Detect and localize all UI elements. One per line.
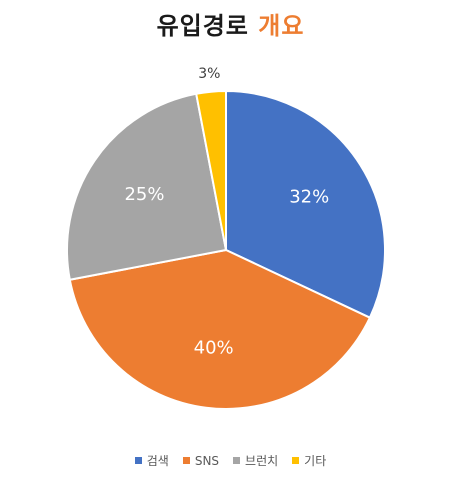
legend-swatch-1: [134, 457, 142, 464]
legend-swatch-4: [292, 457, 300, 464]
legend-swatch-2: [182, 457, 190, 464]
pie-slice-3: [66, 92, 227, 281]
legend-swatch-3: [233, 457, 241, 464]
legend-item-1: 검색: [134, 452, 169, 469]
legend-item-3: 브런치: [233, 452, 278, 469]
pie-slice-1: [225, 90, 386, 319]
pie-slice-label-1: 32%: [289, 187, 329, 208]
chart-title: 유입경로 개요: [0, 6, 461, 41]
legend: 검색 SNS 브런치 기타: [0, 452, 461, 469]
chart-title-accent: 개요: [258, 12, 305, 40]
pie-slice-2: [68, 249, 371, 410]
legend-label-4: 기타: [304, 454, 327, 468]
legend-label-2: SNS: [194, 453, 220, 468]
chart-title-main: 유입경로: [156, 12, 249, 40]
pie-slice-label-4: 3%: [198, 66, 220, 82]
legend-item-2: SNS: [182, 452, 220, 469]
pie-slice-label-3: 25%: [124, 184, 164, 205]
legend-label-1: 검색: [146, 454, 169, 468]
pie-slice-4: [195, 90, 227, 251]
legend-item-4: 기타: [292, 452, 326, 469]
legend-label-3: 브런치: [245, 454, 279, 468]
pie-slice-label-2: 40%: [194, 337, 234, 358]
